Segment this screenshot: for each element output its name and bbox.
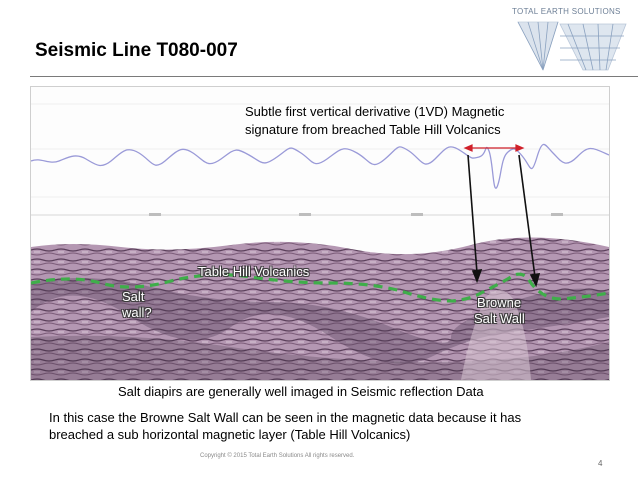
magnetic-1vd-curve (31, 143, 609, 189)
seismic-dark-band (31, 278, 609, 364)
label-salt-wall-query: Salt wall? (122, 289, 152, 321)
salt-diapir-zone (461, 289, 531, 380)
label-table-hill-volcanics: Table Hill Volcanics (198, 264, 310, 279)
page-number: 4 (598, 459, 603, 468)
seismic-section-graphic (31, 103, 609, 380)
annotation-line2: signature from breached Table Hill Volca… (245, 122, 501, 137)
copyright-notice: Copyright © 2015 Total Earth Solutions A… (200, 453, 355, 459)
total-earth-solutions-logo (517, 21, 627, 72)
annotation-line1: Subtle first vertical derivative (1VD) M… (245, 104, 505, 119)
magnetic-panel-ticks (149, 213, 563, 216)
label-salt-line1: Salt (122, 289, 145, 304)
label-browne-line2: Salt Wall (474, 311, 525, 326)
body-line1: In this case the Browne Salt Wall can be… (49, 410, 522, 425)
seismic-figure: Table Hill Volcanics Salt wall? Browne S… (30, 86, 610, 381)
signature-extent-arrow (463, 144, 525, 152)
slide-body-text: In this case the Browne Salt Wall can be… (49, 409, 619, 443)
label-salt-line2: wall? (122, 305, 152, 320)
body-line2: breached a sub horizontal magnetic layer… (49, 427, 411, 442)
label-browne-line1: Browne (477, 295, 522, 310)
label-browne-salt-wall: Browne Salt Wall (474, 295, 525, 327)
title-divider (30, 76, 638, 77)
figure-caption: Salt diapirs are generally well imaged i… (118, 384, 484, 399)
magnetic-signature-annotation: Subtle first vertical derivative (1VD) M… (245, 103, 504, 139)
slide-title: Seismic Line T080-007 (35, 40, 238, 61)
table-hill-volcanics-horizon (31, 272, 609, 303)
seismic-data-fill (31, 237, 609, 380)
pointer-arrows (467, 154, 541, 288)
logo-wordmark: TOTAL EARTH SOLUTIONS (512, 7, 621, 16)
